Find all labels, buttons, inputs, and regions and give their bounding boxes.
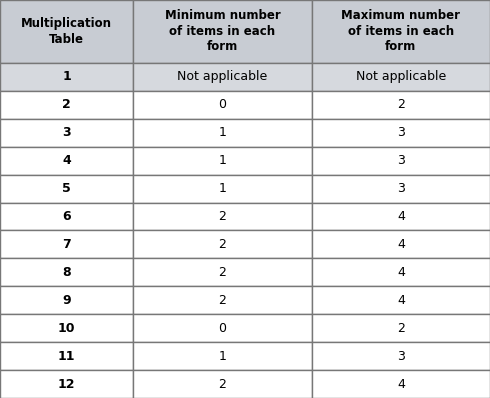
Bar bbox=[133, 175, 312, 203]
Text: 5: 5 bbox=[62, 182, 71, 195]
Bar bbox=[0, 91, 133, 119]
Text: Maximum number
of items in each
form: Maximum number of items in each form bbox=[342, 10, 460, 53]
Text: 3: 3 bbox=[397, 182, 405, 195]
Text: 1: 1 bbox=[219, 154, 226, 167]
Bar bbox=[133, 314, 312, 342]
Bar bbox=[312, 230, 490, 258]
Text: 7: 7 bbox=[62, 238, 71, 251]
Text: 2: 2 bbox=[397, 98, 405, 111]
Text: 0: 0 bbox=[219, 98, 226, 111]
Text: Not applicable: Not applicable bbox=[177, 70, 268, 83]
Bar bbox=[312, 119, 490, 147]
Bar bbox=[133, 286, 312, 314]
Text: 10: 10 bbox=[58, 322, 75, 335]
Text: 2: 2 bbox=[219, 266, 226, 279]
Bar bbox=[312, 203, 490, 230]
Bar bbox=[0, 230, 133, 258]
Text: 11: 11 bbox=[58, 349, 75, 363]
Text: Not applicable: Not applicable bbox=[356, 70, 446, 83]
Text: 4: 4 bbox=[397, 266, 405, 279]
Bar bbox=[0, 175, 133, 203]
Text: 3: 3 bbox=[397, 126, 405, 139]
Text: 1: 1 bbox=[219, 349, 226, 363]
Text: 12: 12 bbox=[58, 378, 75, 390]
Bar bbox=[133, 203, 312, 230]
Bar bbox=[133, 342, 312, 370]
Bar bbox=[312, 175, 490, 203]
Text: 8: 8 bbox=[62, 266, 71, 279]
Text: 3: 3 bbox=[397, 154, 405, 167]
Bar bbox=[0, 370, 133, 398]
Text: 3: 3 bbox=[62, 126, 71, 139]
Text: Minimum number
of items in each
form: Minimum number of items in each form bbox=[165, 10, 280, 53]
Bar bbox=[312, 342, 490, 370]
Bar bbox=[312, 91, 490, 119]
Text: 2: 2 bbox=[62, 98, 71, 111]
Bar bbox=[0, 258, 133, 286]
Text: 9: 9 bbox=[62, 294, 71, 307]
Bar bbox=[133, 0, 312, 63]
Bar bbox=[0, 0, 133, 63]
Bar bbox=[133, 119, 312, 147]
Bar bbox=[312, 370, 490, 398]
Text: Multiplication
Table: Multiplication Table bbox=[21, 17, 112, 46]
Text: 2: 2 bbox=[219, 378, 226, 390]
Text: 4: 4 bbox=[397, 238, 405, 251]
Bar bbox=[0, 314, 133, 342]
Text: 2: 2 bbox=[219, 294, 226, 307]
Bar bbox=[312, 314, 490, 342]
Text: 2: 2 bbox=[219, 238, 226, 251]
Bar bbox=[0, 203, 133, 230]
Bar bbox=[0, 286, 133, 314]
Text: 1: 1 bbox=[219, 126, 226, 139]
Text: 4: 4 bbox=[397, 210, 405, 223]
Text: 4: 4 bbox=[397, 378, 405, 390]
Bar bbox=[0, 63, 133, 91]
Text: 1: 1 bbox=[62, 70, 71, 83]
Bar bbox=[133, 258, 312, 286]
Text: 4: 4 bbox=[62, 154, 71, 167]
Bar bbox=[133, 147, 312, 175]
Bar bbox=[312, 0, 490, 63]
Bar bbox=[133, 230, 312, 258]
Bar bbox=[133, 370, 312, 398]
Bar bbox=[0, 147, 133, 175]
Text: 3: 3 bbox=[397, 349, 405, 363]
Bar bbox=[312, 258, 490, 286]
Bar bbox=[0, 119, 133, 147]
Text: 0: 0 bbox=[219, 322, 226, 335]
Bar bbox=[312, 286, 490, 314]
Bar bbox=[0, 342, 133, 370]
Text: 2: 2 bbox=[397, 322, 405, 335]
Bar bbox=[312, 63, 490, 91]
Bar bbox=[133, 63, 312, 91]
Text: 1: 1 bbox=[219, 182, 226, 195]
Text: 4: 4 bbox=[397, 294, 405, 307]
Text: 6: 6 bbox=[62, 210, 71, 223]
Bar bbox=[312, 147, 490, 175]
Bar bbox=[133, 91, 312, 119]
Text: 2: 2 bbox=[219, 210, 226, 223]
